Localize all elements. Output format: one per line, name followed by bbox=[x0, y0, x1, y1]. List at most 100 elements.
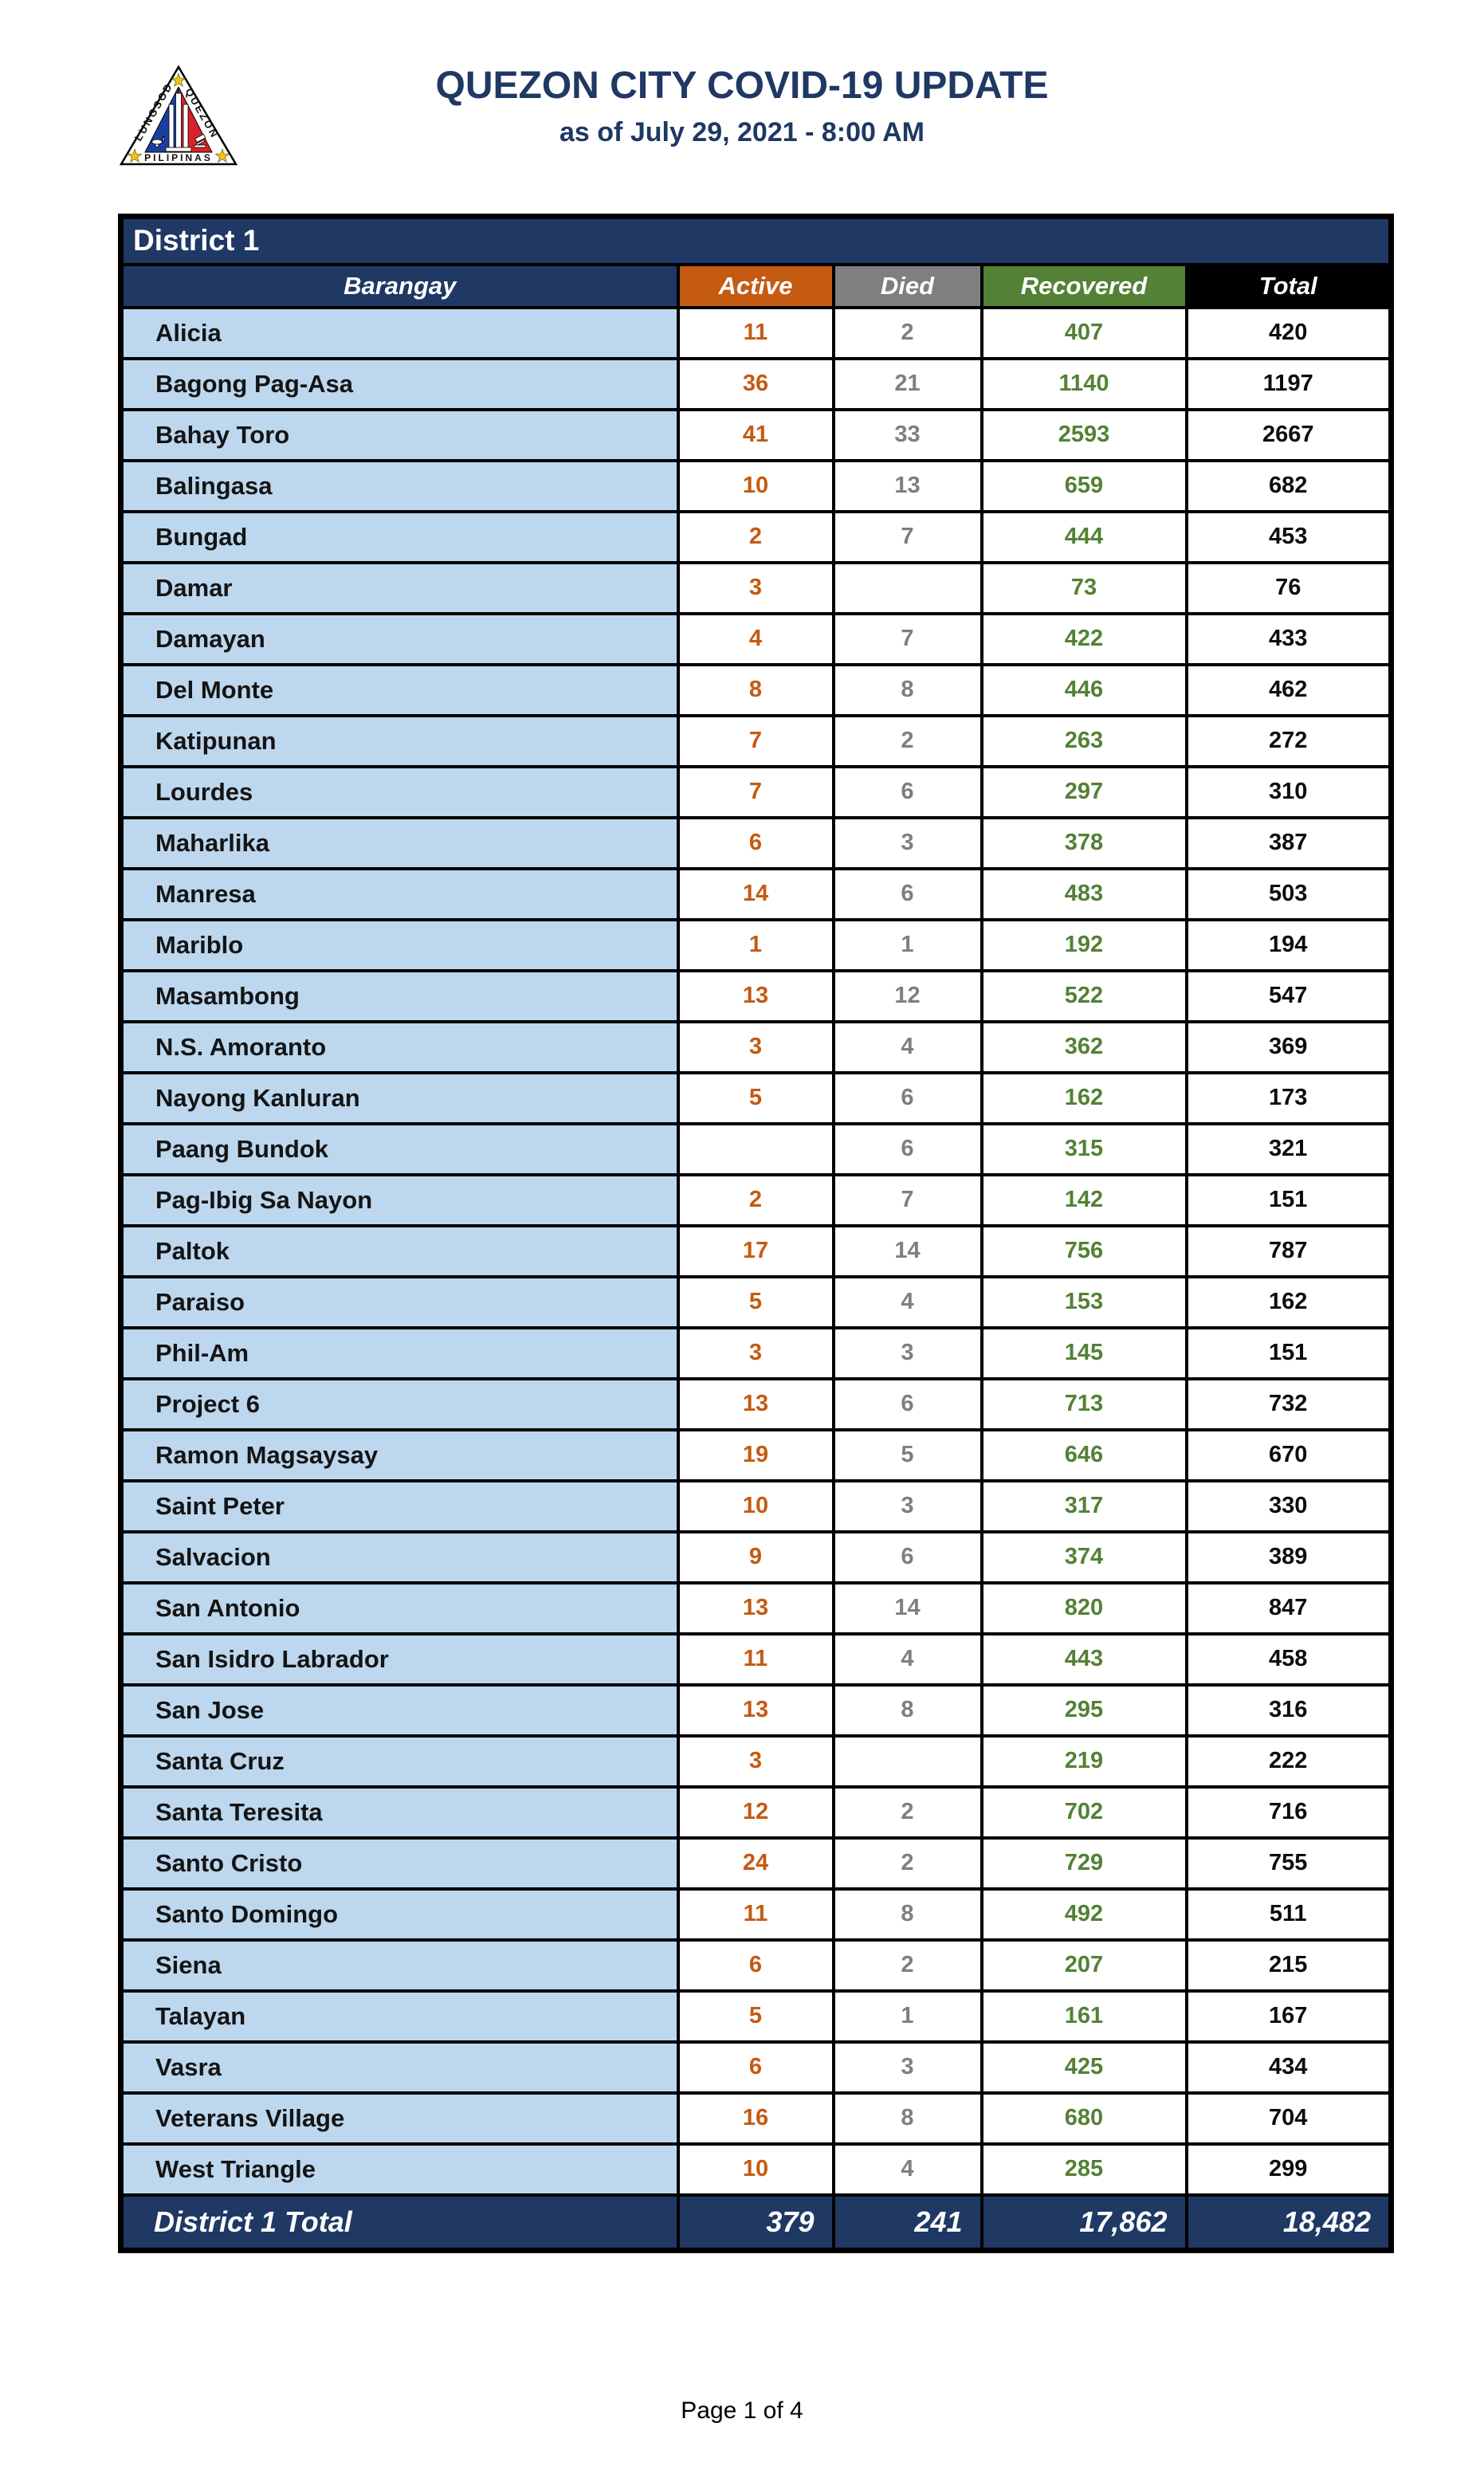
table-row: Paltok 17 14 756 787 bbox=[119, 1223, 1393, 1278]
column-header-row: Barangay Active Died Recovered Total bbox=[119, 262, 1393, 309]
total-count-cell: 2667 bbox=[1184, 407, 1393, 462]
died-count-cell: 6 bbox=[831, 1121, 983, 1176]
recovered-count-cell: 756 bbox=[980, 1223, 1188, 1278]
total-count-cell: 76 bbox=[1184, 560, 1393, 615]
district-total-active: 379 bbox=[676, 2193, 835, 2252]
table-row: Masambong 13 12 522 547 bbox=[119, 968, 1393, 1023]
column-header-total: Total bbox=[1184, 262, 1393, 309]
total-count-cell: 682 bbox=[1184, 458, 1393, 513]
total-count-cell: 547 bbox=[1184, 968, 1393, 1023]
table-row: Maharlika 6 3 378 387 bbox=[119, 815, 1393, 870]
total-count-cell: 755 bbox=[1184, 1836, 1393, 1891]
recovered-count-cell: 2593 bbox=[980, 407, 1188, 462]
died-count-cell: 8 bbox=[831, 1887, 983, 1942]
died-count-cell: 2 bbox=[831, 713, 983, 768]
died-count-cell: 6 bbox=[831, 1070, 983, 1125]
barangay-name-cell: Paang Bundok bbox=[119, 1121, 680, 1176]
barangay-name-cell: Maharlika bbox=[119, 815, 680, 870]
active-count-cell: 3 bbox=[676, 560, 835, 615]
recovered-count-cell: 285 bbox=[980, 2142, 1188, 2197]
active-count-cell: 8 bbox=[676, 662, 835, 717]
active-count-cell: 10 bbox=[676, 458, 835, 513]
recovered-count-cell: 263 bbox=[980, 713, 1188, 768]
died-count-cell: 4 bbox=[831, 1632, 983, 1687]
total-count-cell: 704 bbox=[1184, 2091, 1393, 2146]
active-count-cell: 11 bbox=[676, 1887, 835, 1942]
active-count-cell: 3 bbox=[676, 1325, 835, 1380]
recovered-count-cell: 219 bbox=[980, 1734, 1188, 1789]
seal-gavel-icon bbox=[194, 133, 206, 148]
died-count-cell: 33 bbox=[831, 407, 983, 462]
total-count-cell: 847 bbox=[1184, 1581, 1393, 1635]
total-count-cell: 316 bbox=[1184, 1683, 1393, 1738]
total-count-cell: 511 bbox=[1184, 1887, 1393, 1942]
recovered-count-cell: 659 bbox=[980, 458, 1188, 513]
seal-lamp-icon bbox=[151, 135, 165, 147]
died-count-cell: 7 bbox=[831, 509, 983, 564]
barangay-name-cell: Alicia bbox=[119, 305, 680, 360]
barangay-name-cell: Project 6 bbox=[119, 1376, 680, 1431]
total-count-cell: 732 bbox=[1184, 1376, 1393, 1431]
recovered-count-cell: 422 bbox=[980, 611, 1188, 666]
column-header-died: Died bbox=[831, 262, 983, 309]
barangay-name-cell: Damayan bbox=[119, 611, 680, 666]
active-count-cell bbox=[676, 1121, 835, 1176]
recovered-count-cell: 522 bbox=[980, 968, 1188, 1023]
barangay-name-cell: Santa Cruz bbox=[119, 1734, 680, 1789]
died-count-cell: 3 bbox=[831, 2040, 983, 2095]
total-count-cell: 420 bbox=[1184, 305, 1393, 360]
table-row: Damayan 4 7 422 433 bbox=[119, 611, 1393, 666]
barangay-name-cell: Masambong bbox=[119, 968, 680, 1023]
recovered-count-cell: 207 bbox=[980, 1938, 1188, 1993]
total-count-cell: 173 bbox=[1184, 1070, 1393, 1125]
table-row: Del Monte 8 8 446 462 bbox=[119, 662, 1393, 717]
barangay-name-cell: Santo Domingo bbox=[119, 1887, 680, 1942]
table-row: Siena 6 2 207 215 bbox=[119, 1938, 1393, 1993]
table-row: Project 6 13 6 713 732 bbox=[119, 1376, 1393, 1431]
died-count-cell: 6 bbox=[831, 866, 983, 921]
header: QUEZON CITY COVID-19 UPDATE as of July 2… bbox=[0, 64, 1484, 148]
barangay-name-cell: Bahay Toro bbox=[119, 407, 680, 462]
active-count-cell: 17 bbox=[676, 1223, 835, 1278]
recovered-count-cell: 73 bbox=[980, 560, 1188, 615]
seal-stars bbox=[127, 73, 230, 163]
column-header-barangay: Barangay bbox=[119, 262, 680, 309]
table-row: Veterans Village 16 8 680 704 bbox=[119, 2091, 1393, 2146]
active-count-cell: 5 bbox=[676, 1274, 835, 1329]
total-count-cell: 272 bbox=[1184, 713, 1393, 768]
table-row: San Isidro Labrador 11 4 443 458 bbox=[119, 1632, 1393, 1687]
table-row: Nayong Kanluran 5 6 162 173 bbox=[119, 1070, 1393, 1125]
active-count-cell: 13 bbox=[676, 1683, 835, 1738]
table-row: Phil-Am 3 3 145 151 bbox=[119, 1325, 1393, 1380]
recovered-count-cell: 142 bbox=[980, 1172, 1188, 1227]
died-count-cell: 5 bbox=[831, 1427, 983, 1482]
died-count-cell: 2 bbox=[831, 305, 983, 360]
recovered-count-cell: 680 bbox=[980, 2091, 1188, 2146]
district-total-row: District 1 Total 379 241 17,862 18,482 bbox=[119, 2193, 1393, 2252]
active-count-cell: 6 bbox=[676, 1938, 835, 1993]
table-row: Paraiso 5 4 153 162 bbox=[119, 1274, 1393, 1329]
barangay-name-cell: Santa Teresita bbox=[119, 1785, 680, 1840]
recovered-count-cell: 444 bbox=[980, 509, 1188, 564]
table-row: Santa Teresita 12 2 702 716 bbox=[119, 1785, 1393, 1840]
active-count-cell: 7 bbox=[676, 713, 835, 768]
active-count-cell: 5 bbox=[676, 1989, 835, 2044]
barangay-rows: Alicia 11 2 407 420 Bagong Pag-Asa 36 21 1140 119… bbox=[119, 305, 1393, 2197]
total-count-cell: 299 bbox=[1184, 2142, 1393, 2197]
active-count-cell: 5 bbox=[676, 1070, 835, 1125]
recovered-count-cell: 145 bbox=[980, 1325, 1188, 1380]
active-count-cell: 12 bbox=[676, 1785, 835, 1840]
page-title: QUEZON CITY COVID-19 UPDATE bbox=[435, 65, 1049, 107]
table-row: Saint Peter 10 3 317 330 bbox=[119, 1478, 1393, 1533]
seal-monument bbox=[165, 92, 192, 152]
active-count-cell: 10 bbox=[676, 2142, 835, 2197]
table-row: Paang Bundok 6 315 321 bbox=[119, 1121, 1393, 1176]
died-count-cell: 14 bbox=[831, 1581, 983, 1635]
barangay-name-cell: Lourdes bbox=[119, 764, 680, 819]
barangay-name-cell: Paraiso bbox=[119, 1274, 680, 1329]
recovered-count-cell: 153 bbox=[980, 1274, 1188, 1329]
total-count-cell: 716 bbox=[1184, 1785, 1393, 1840]
total-count-cell: 453 bbox=[1184, 509, 1393, 564]
district-total-label: District 1 Total bbox=[119, 2193, 680, 2252]
column-header-recovered: Recovered bbox=[980, 262, 1188, 309]
